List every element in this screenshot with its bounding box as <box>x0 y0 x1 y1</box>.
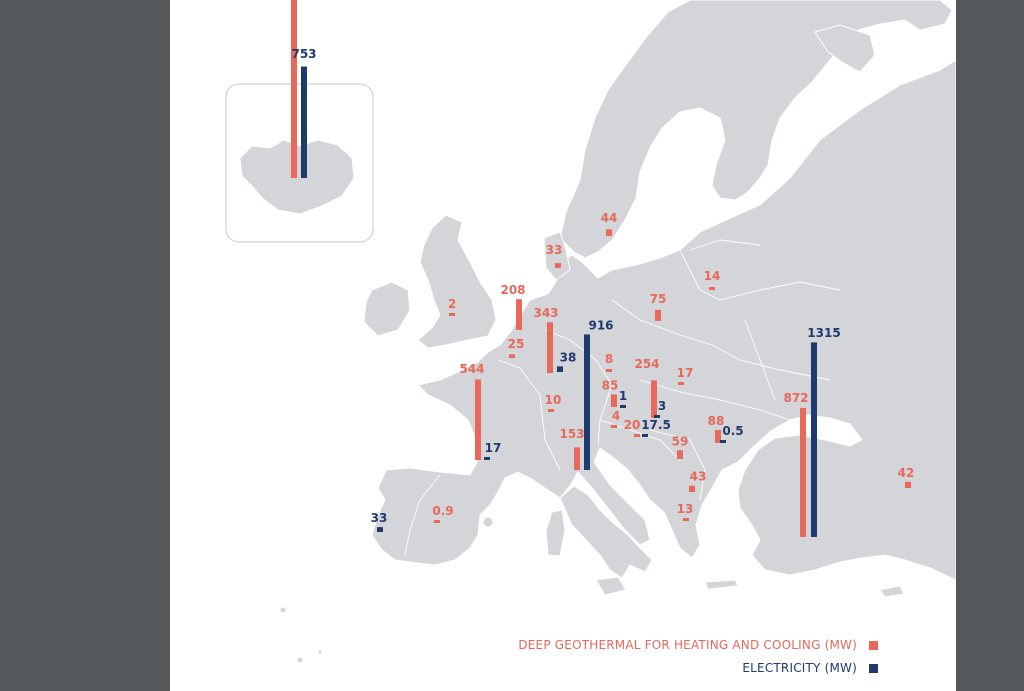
value-label-heat: 75 <box>650 292 667 306</box>
value-label-heat: 872 <box>783 391 808 405</box>
iceland-inset-box <box>225 83 374 243</box>
bar-heat <box>547 322 553 373</box>
value-label-heat: 208 <box>500 283 525 297</box>
legend-heat-label: DEEP GEOTHERMAL FOR HEATING AND COOLING … <box>518 638 857 652</box>
value-label-elec: 1315 <box>807 326 840 340</box>
legend-elec-label: ELECTRICITY (MW) <box>742 661 857 675</box>
land-balearic <box>482 516 494 528</box>
land-speck-canary-2 <box>317 649 323 655</box>
value-label-elec: 38 <box>560 350 577 364</box>
land-denmark <box>543 231 571 281</box>
bar-heat <box>606 369 612 372</box>
legend-elec-swatch <box>869 663 878 673</box>
value-label-heat: 59 <box>672 434 689 448</box>
value-label-elec: 0.5 <box>722 424 743 438</box>
legend-heat: DEEP GEOTHERMAL FOR HEATING AND COOLING … <box>518 638 878 652</box>
bar-heat <box>434 520 440 523</box>
land-kola <box>814 24 876 73</box>
value-label-heat: 17 <box>677 366 694 380</box>
bar-elec <box>720 440 726 443</box>
value-label-elec: 17 <box>485 441 502 455</box>
land-mainland <box>371 59 956 581</box>
bar-heat <box>651 380 657 418</box>
bar-heat <box>555 263 561 268</box>
value-label-elec: 3 <box>658 399 666 413</box>
bar-heat <box>677 450 683 459</box>
value-label-heat: 4 <box>612 409 620 423</box>
bar-heat <box>683 518 689 521</box>
value-label-heat: 14 <box>704 269 721 283</box>
value-label-heat: 10 <box>545 393 562 407</box>
bar-elec <box>584 334 590 470</box>
value-label-elec: 1 <box>619 389 627 403</box>
value-label-heat: 343 <box>533 306 558 320</box>
value-label-elec: 916 <box>588 318 613 332</box>
land-crete <box>704 579 739 590</box>
value-label-heat: 13 <box>677 502 694 516</box>
land-great-britain <box>417 214 497 349</box>
bar-elec <box>484 457 490 460</box>
value-labels-layer: 2172753443314208752343253882541754485110… <box>291 47 915 525</box>
legend-electricity: ELECTRICITY (MW) <box>742 661 878 675</box>
bar-heat <box>574 447 580 470</box>
value-label-heat: 88 <box>708 414 725 428</box>
value-label-elec: 17.5 <box>641 418 671 432</box>
value-label-heat: 42 <box>898 466 915 480</box>
value-label-heat: 44 <box>601 211 618 225</box>
value-label-heat: 20 <box>624 418 641 432</box>
land-italy <box>559 485 653 579</box>
bar-heat <box>905 481 911 488</box>
bar-heat <box>611 425 617 428</box>
bar-heat <box>548 409 554 412</box>
bar-heat <box>509 354 515 358</box>
bar-heat <box>449 313 455 316</box>
bar-heat <box>678 382 684 385</box>
value-label-elec: 753 <box>291 47 316 61</box>
bar-elec <box>620 405 626 408</box>
value-label-heat: 254 <box>634 357 659 371</box>
land-speck-canary <box>296 656 304 664</box>
value-label-heat: 8 <box>605 352 613 366</box>
value-label-heat: 0.9 <box>432 504 453 518</box>
land-sardinia <box>545 509 566 557</box>
bar-heat <box>634 434 640 437</box>
value-label-heat: 85 <box>602 378 619 392</box>
bar-heat <box>655 309 661 321</box>
land-cyprus <box>879 585 905 598</box>
land-sicily <box>595 576 627 596</box>
bar-heat <box>689 485 695 492</box>
legend-heat-swatch <box>869 640 878 650</box>
land-speck-west <box>279 606 287 614</box>
bar-heat <box>611 394 617 407</box>
bar-elec <box>642 434 648 437</box>
bar-elec <box>301 66 307 178</box>
bar-heat <box>709 287 715 290</box>
value-label-heat: 25 <box>508 337 525 351</box>
bar-elec <box>654 415 660 418</box>
bar-heat <box>516 299 522 330</box>
bar-heat <box>291 0 297 178</box>
land-masses <box>279 0 956 664</box>
value-label-heat: 2 <box>448 297 456 311</box>
value-label-heat: 43 <box>690 470 707 484</box>
value-label-heat: 33 <box>546 243 563 257</box>
bar-heat <box>715 429 721 443</box>
bar-elec <box>377 527 383 532</box>
bar-heat <box>606 229 612 236</box>
value-label-heat: 544 <box>459 362 484 376</box>
value-label-heat: 153 <box>559 427 584 441</box>
bars-layer <box>291 0 911 537</box>
bar-heat <box>800 407 806 537</box>
bar-heat <box>475 379 481 460</box>
value-label-elec: 33 <box>371 511 388 525</box>
bar-elec <box>811 342 817 537</box>
map-panel: 2172753443314208752343253882541754485110… <box>170 0 956 691</box>
europe-geothermal-map: 2172753443314208752343253882541754485110… <box>225 0 956 664</box>
land-ireland <box>363 281 411 337</box>
land-scandinavia <box>559 0 953 259</box>
bar-elec <box>557 366 563 372</box>
iceland-inset <box>225 83 374 243</box>
